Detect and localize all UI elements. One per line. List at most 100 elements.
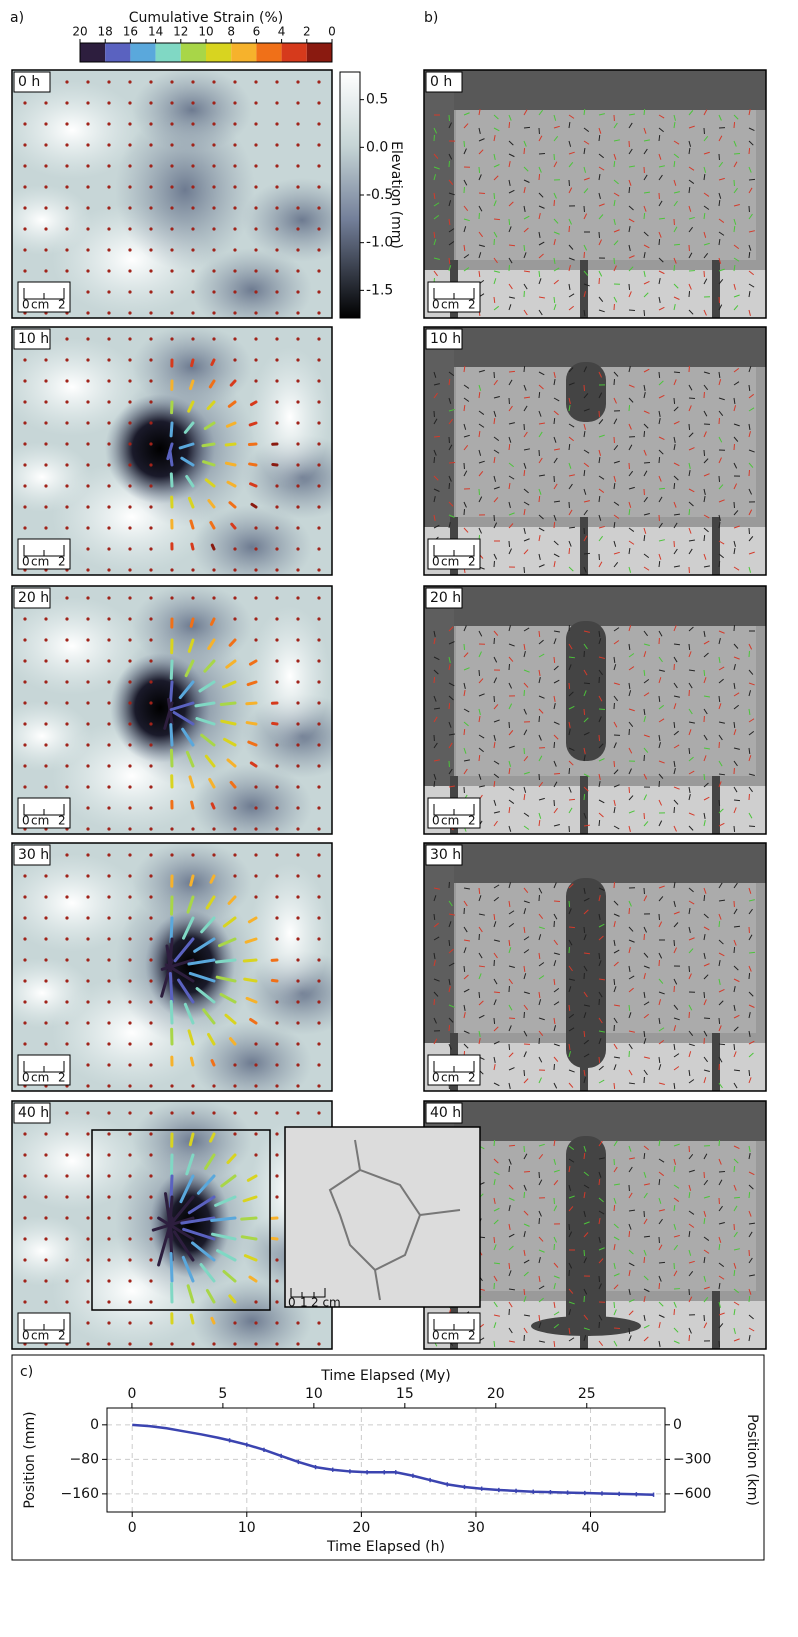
flow-vector — [584, 794, 585, 800]
plot-frame — [107, 1408, 665, 1512]
scale-label: 0 — [432, 298, 440, 312]
vector-dot — [107, 701, 110, 704]
flow-vector — [644, 109, 645, 115]
vector-dot — [86, 1084, 89, 1087]
vector-dot — [317, 1021, 320, 1024]
vector-dot — [86, 1042, 89, 1045]
vector-dot — [191, 1084, 194, 1087]
vector-dot — [65, 269, 68, 272]
flow-vector — [599, 1057, 600, 1063]
scale-label: 0 — [22, 814, 30, 828]
colorbar-tick-label: 16 — [123, 25, 138, 39]
vector-dot — [23, 958, 26, 961]
vector — [212, 1061, 214, 1065]
vector-dot — [275, 827, 278, 830]
vector-dot — [212, 101, 215, 104]
vector-dot — [275, 547, 278, 550]
vector-dot — [149, 1195, 152, 1198]
vector-dot — [254, 1111, 257, 1114]
vector-dot — [212, 185, 215, 188]
vector-dot — [317, 638, 320, 641]
vector-dot — [317, 400, 320, 403]
vector-dot — [275, 269, 278, 272]
vector-dot — [128, 937, 131, 940]
vector-dot — [128, 659, 131, 662]
vector-dot — [317, 979, 320, 982]
vector-dot — [275, 895, 278, 898]
flow-vector — [509, 219, 510, 225]
flow-vector — [749, 148, 750, 154]
vector-dot — [128, 874, 131, 877]
vector-dot — [317, 421, 320, 424]
vector-dot — [296, 785, 299, 788]
flow-vector — [704, 450, 705, 456]
x2-tick-label: 5 — [218, 1386, 227, 1402]
scale-label: 2 — [468, 814, 476, 828]
vector-dot — [128, 1300, 131, 1303]
vector-dot — [149, 80, 152, 83]
vector-dot — [128, 895, 131, 898]
vector-dot — [254, 290, 257, 293]
vector — [191, 1315, 193, 1323]
flow-vector — [689, 966, 690, 972]
vector-dot — [65, 421, 68, 424]
vector-dot — [23, 206, 26, 209]
vector-dot — [44, 1216, 47, 1219]
vector-dot — [212, 248, 215, 251]
vector-dot — [296, 185, 299, 188]
vector-dot — [149, 143, 152, 146]
vector-dot — [44, 484, 47, 487]
vector-dot — [128, 1342, 131, 1345]
flow-vector — [554, 742, 555, 748]
scale-label: 0 — [22, 1071, 30, 1085]
vector-dot — [23, 680, 26, 683]
vector-dot — [149, 400, 152, 403]
vector-dot — [233, 248, 236, 251]
vector-dot — [296, 617, 299, 620]
vector-dot — [86, 785, 89, 788]
vector-dot — [128, 143, 131, 146]
scale-label: 0 — [22, 298, 30, 312]
flow-vector — [734, 947, 735, 953]
vector-dot — [233, 290, 236, 293]
flow-vector — [584, 1250, 585, 1256]
vector-dot — [128, 1174, 131, 1177]
scale-label: cm — [31, 1071, 49, 1085]
vector-dot — [23, 764, 26, 767]
vector-dot — [149, 442, 152, 445]
vector-dot — [65, 1300, 68, 1303]
vector-dot — [86, 806, 89, 809]
flow-vector — [524, 1070, 525, 1076]
vector-dot — [233, 1063, 236, 1066]
vector-dot — [107, 358, 110, 361]
vector-dot — [254, 806, 257, 809]
vector-dot — [107, 547, 110, 550]
vector-dot — [65, 101, 68, 104]
inset-scale-label: 1 — [300, 1296, 308, 1310]
vector-dot — [44, 1153, 47, 1156]
vector-dot — [44, 463, 47, 466]
vector-dot — [149, 1021, 152, 1024]
vector-dot — [191, 206, 194, 209]
vector-dot — [86, 916, 89, 919]
flow-vector — [704, 992, 705, 998]
y-tick-label: −80 — [69, 1451, 99, 1467]
tank-wall — [424, 70, 766, 110]
vector-dot — [317, 290, 320, 293]
flow-vector — [614, 258, 615, 264]
vector-dot — [65, 484, 68, 487]
vector-dot — [107, 1342, 110, 1345]
vector-dot — [86, 568, 89, 571]
scale-label: cm — [441, 1071, 459, 1085]
vector-dot — [65, 874, 68, 877]
vector-dot — [128, 1237, 131, 1240]
vector-dot — [317, 659, 320, 662]
vector-dot — [317, 895, 320, 898]
vector-dot — [86, 400, 89, 403]
vector-dot — [191, 101, 194, 104]
flow-vector — [719, 800, 720, 806]
vector-dot — [254, 638, 257, 641]
vector-dot — [296, 853, 299, 856]
vector-dot — [65, 1132, 68, 1135]
flow-vector — [584, 683, 590, 684]
